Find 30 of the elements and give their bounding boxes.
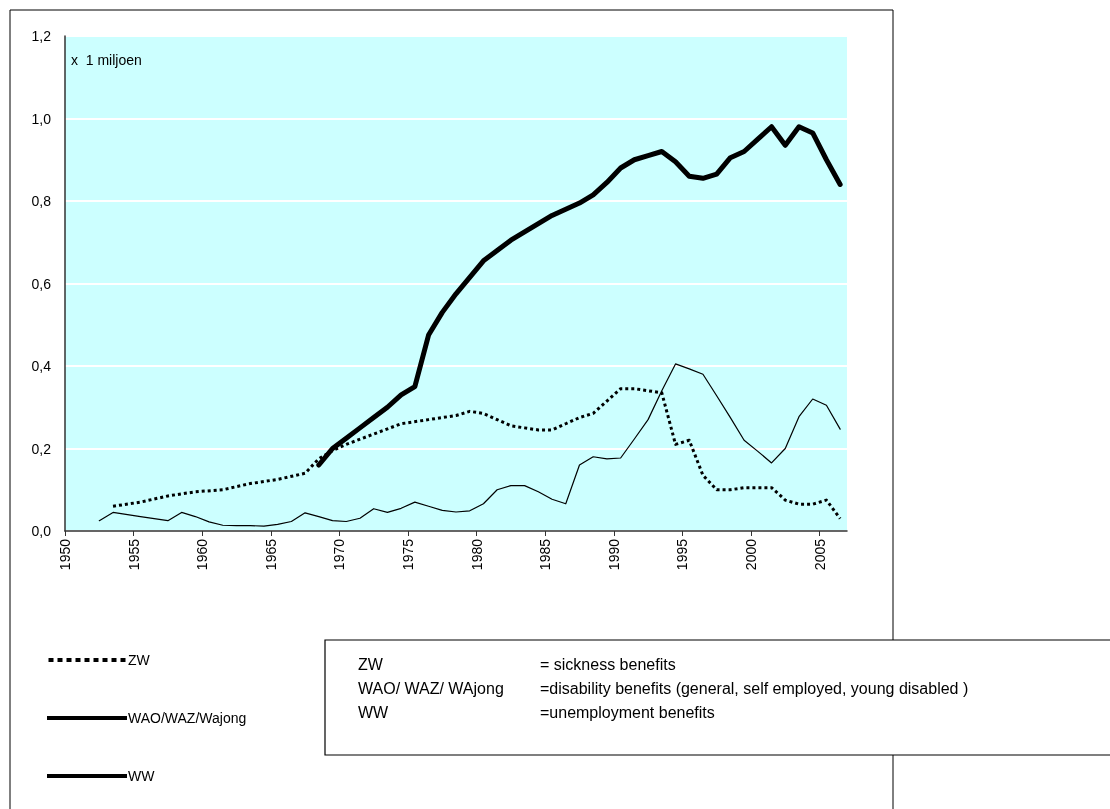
y-tick-label: 0,0 bbox=[31, 523, 52, 539]
text: WAO/ WAZ/ WAjong bbox=[358, 679, 504, 697]
line-series bbox=[98, 363, 841, 527]
x-tick-label: 1955 bbox=[125, 538, 142, 571]
legend-label: WW bbox=[128, 768, 156, 784]
y-axis-title: x 1 miljoen bbox=[71, 52, 142, 68]
x-tick-label: 1980 bbox=[468, 538, 485, 571]
text: ZW bbox=[358, 655, 384, 673]
y-tick-label: 1,2 bbox=[31, 28, 52, 44]
x-tick-label: 1990 bbox=[605, 538, 622, 571]
x-tick-label: 1965 bbox=[262, 538, 279, 571]
text: = sickness benefits bbox=[540, 655, 676, 673]
x-tick-label: 1970 bbox=[331, 538, 348, 571]
y-tick-label: 1,0 bbox=[31, 110, 52, 127]
x-tick-label: 2000 bbox=[742, 538, 759, 571]
y-tick-label: 0,2 bbox=[31, 440, 52, 457]
x-tick-label: 1950 bbox=[57, 538, 73, 571]
x-tick-label: 1995 bbox=[674, 538, 691, 571]
text: =disability benefits (general, self employed, young disabled ) bbox=[540, 679, 969, 697]
y-tick-label: 0,4 bbox=[31, 358, 52, 374]
x-tick-label: 1975 bbox=[399, 538, 416, 571]
y-tick-label: 0,8 bbox=[31, 193, 52, 209]
text: =unemployment benefits bbox=[540, 703, 715, 721]
legend-label: WAO/WAZ/Wajong bbox=[128, 710, 247, 726]
text: WW bbox=[358, 703, 390, 721]
x-tick-label: 1985 bbox=[537, 538, 554, 571]
x-tick-label: 2005 bbox=[811, 538, 828, 571]
y-tick-label: 0,6 bbox=[31, 275, 52, 292]
legend-label: ZW bbox=[128, 652, 151, 668]
x-tick-label: 1960 bbox=[194, 538, 211, 571]
